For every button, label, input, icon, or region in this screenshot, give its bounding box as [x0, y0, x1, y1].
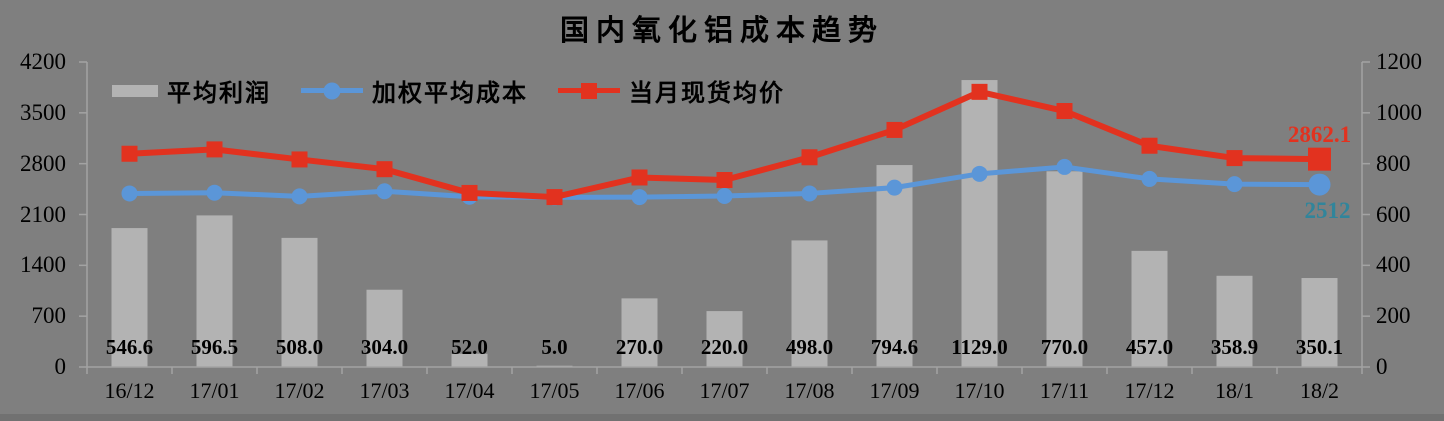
price-point-marker — [461, 184, 478, 201]
profit-bar — [111, 228, 148, 367]
circle-marker-icon — [323, 82, 341, 99]
bottom-border-strip — [0, 414, 1444, 421]
profit-bar — [791, 240, 828, 367]
profit-bar — [1131, 250, 1168, 367]
cost-point-marker — [1141, 170, 1158, 187]
profit-bar — [196, 215, 233, 367]
profit-bar — [366, 289, 403, 367]
red-line-swatch — [558, 82, 620, 99]
bar-series-swatch — [112, 84, 158, 97]
cost-point-marker — [1226, 176, 1243, 193]
legend-label-average-profit: 平均利润 — [167, 79, 271, 107]
chart-title: 国内氧化铝成本趋势 — [559, 13, 884, 47]
cost-point-marker — [206, 184, 223, 201]
cost-point-marker — [1056, 158, 1073, 175]
profit-bar — [1301, 278, 1338, 367]
legend-label-spot-average-price: 当月现货均价 — [629, 79, 785, 107]
profit-bar — [1216, 275, 1253, 367]
price-point-marker — [716, 172, 733, 189]
price-point-marker — [1308, 147, 1331, 171]
blue-line-swatch — [301, 82, 363, 99]
profit-bar — [876, 165, 913, 367]
profit-bar — [281, 237, 318, 367]
legend-item-weighted-average-cost: 加权平均成本 — [301, 73, 528, 108]
legend-label-weighted-average-cost: 加权平均成本 — [372, 79, 528, 107]
cost-point-marker — [291, 188, 308, 205]
cost-point-marker — [631, 189, 648, 206]
price-point-marker — [1056, 103, 1073, 120]
price-point-marker — [631, 169, 648, 186]
profit-bar — [621, 298, 658, 367]
cost-point-marker — [1308, 173, 1331, 196]
cost-point-marker — [376, 183, 393, 200]
cost-point-marker — [121, 185, 138, 202]
cost-point-marker — [971, 165, 988, 182]
price-point-marker — [801, 149, 818, 166]
cost-point-marker — [886, 179, 903, 196]
profit-bar — [451, 353, 488, 367]
price-point-marker — [1226, 150, 1243, 167]
profit-bar — [961, 80, 998, 367]
price-point-marker — [886, 121, 903, 138]
price-point-marker — [206, 141, 223, 158]
profit-bar — [1046, 171, 1083, 367]
price-point-marker — [291, 151, 308, 168]
legend-item-average-profit: 平均利润 — [112, 73, 271, 108]
price-point-marker — [546, 189, 563, 206]
legend-item-spot-average-price: 当月现货均价 — [558, 73, 785, 108]
profit-bar — [706, 311, 743, 367]
price-point-marker — [121, 145, 138, 162]
square-marker-icon — [581, 82, 597, 99]
price-point-marker — [376, 161, 393, 178]
price-point-marker — [971, 83, 988, 100]
cost-point-marker — [801, 185, 818, 202]
price-point-marker — [1141, 137, 1158, 154]
cost-point-marker — [716, 187, 733, 204]
legend: 平均利润 加权平均成本 当月现货均价 — [112, 73, 785, 108]
